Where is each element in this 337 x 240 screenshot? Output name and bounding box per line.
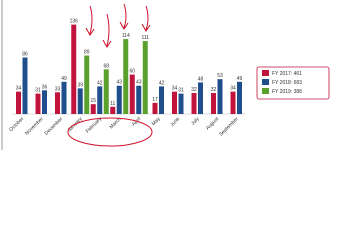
bar	[103, 69, 109, 114]
data-label: 43	[116, 80, 122, 86]
bar	[42, 90, 47, 114]
legend-label: FY 2019: 388	[272, 89, 302, 95]
data-label: 60	[129, 69, 135, 75]
data-label: 36	[42, 84, 48, 90]
data-label: 86	[22, 51, 28, 57]
data-label: 53	[217, 73, 223, 79]
bar	[90, 104, 96, 114]
legend-swatch	[262, 79, 269, 85]
bar	[35, 93, 41, 114]
bar	[77, 88, 83, 114]
bar	[71, 24, 77, 114]
bar	[129, 74, 135, 114]
data-label: 42	[97, 80, 103, 86]
bar	[16, 91, 21, 114]
bar	[159, 86, 164, 114]
data-label: 114	[122, 33, 130, 39]
data-label: 68	[103, 63, 109, 69]
bar	[178, 93, 184, 114]
data-label: 89	[84, 50, 90, 56]
data-label: 34	[16, 86, 22, 92]
bar	[217, 79, 223, 114]
data-label: 34	[172, 86, 178, 92]
legend: FY 2017: 461 FY 2018: 683 FY 2019: 388	[262, 70, 302, 95]
data-label: 33	[55, 86, 61, 92]
arrow	[85, 5, 95, 36]
arrow	[119, 3, 129, 30]
legend-swatch	[262, 88, 269, 94]
legend-swatch	[262, 70, 269, 76]
bar	[198, 82, 203, 114]
data-label: 31	[35, 88, 41, 94]
data-label: 31	[178, 88, 184, 94]
bar	[55, 92, 60, 114]
data-label: 39	[77, 82, 83, 88]
x-tick-label: April	[131, 116, 142, 127]
bar	[172, 91, 177, 114]
bar	[211, 92, 216, 114]
bar	[84, 55, 90, 114]
bar	[230, 91, 236, 114]
annotations	[67, 3, 153, 147]
data-label: 43	[136, 80, 142, 86]
legend-label: FY 2018: 683	[272, 80, 302, 86]
data-label: 15	[90, 98, 96, 104]
bar	[97, 86, 103, 114]
data-label: 49	[237, 76, 243, 82]
highlight-circle	[67, 117, 153, 147]
bar	[136, 85, 142, 114]
chart: 3486October3136November3349December13639…	[1, 0, 330, 150]
bar	[152, 102, 158, 114]
bar	[116, 85, 122, 114]
legend-box	[256, 66, 330, 100]
x-tick-label: July	[190, 116, 201, 127]
bar	[142, 41, 148, 114]
bar	[110, 106, 116, 114]
arrow	[102, 13, 112, 48]
data-label: 11	[110, 101, 115, 107]
arrow	[141, 5, 151, 32]
data-label: 111	[141, 35, 149, 41]
x-tick-label: May	[151, 116, 162, 127]
bar	[237, 81, 242, 114]
bar	[22, 57, 28, 114]
data-label: 48	[198, 76, 204, 82]
data-label: 34	[230, 86, 236, 92]
data-label: 32	[211, 87, 217, 93]
data-label: 17	[152, 97, 158, 103]
legend-label: FY 2017: 461	[272, 71, 302, 77]
data-label: 136	[70, 19, 79, 25]
bar	[123, 39, 129, 115]
data-label: 42	[159, 80, 165, 86]
data-label: 32	[191, 87, 197, 93]
bar	[61, 81, 67, 114]
data-label: 49	[61, 76, 67, 82]
bar	[191, 92, 197, 114]
